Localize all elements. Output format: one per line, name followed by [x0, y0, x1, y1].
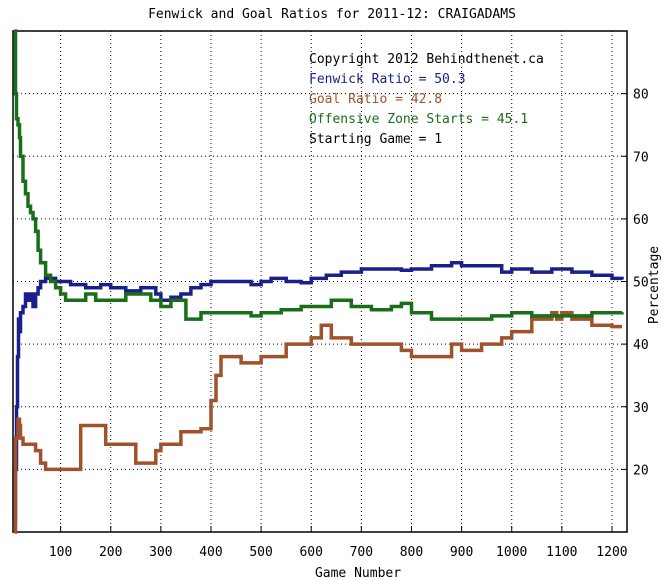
legend-entry: Offensive Zone Starts = 45.1	[309, 112, 528, 127]
series-line-fenwick-ratio	[13, 260, 624, 522]
y-tick-label: 70	[633, 150, 649, 165]
legend: Copyright 2012 Behindthenet.ca Fenwick Ra…	[309, 52, 544, 147]
y-tick-label: 20	[633, 463, 649, 478]
legend-entry: Fenwick Ratio = 50.3	[309, 72, 466, 87]
series-group	[13, 29, 624, 534]
x-tick-label: 1100	[546, 545, 577, 560]
y-axis-ticks: 20 30 40 50 60 70 80	[621, 88, 649, 478]
y-tick-label: 80	[633, 88, 649, 103]
plot-frame	[12, 30, 628, 533]
x-tick-label: 100	[49, 545, 72, 560]
x-tick-label: 1000	[496, 545, 527, 560]
x-tick-label: 500	[249, 545, 272, 560]
x-tick-label: 900	[450, 545, 473, 560]
y-tick-label: 60	[633, 213, 649, 228]
chart-title: Fenwick and Goal Ratios for 2011-12: CRA…	[148, 7, 516, 22]
legend-entry: Goal Ratio = 42.8	[309, 92, 442, 107]
x-tick-label: 600	[299, 545, 322, 560]
x-tick-label: 400	[199, 545, 222, 560]
x-tick-label: 800	[400, 545, 423, 560]
x-tick-label: 1200	[596, 545, 627, 560]
y-tick-label: 30	[633, 401, 649, 416]
legend-entry: Starting Game = 1	[309, 132, 442, 147]
series-line-goal-ratio	[13, 311, 622, 534]
y-tick-label: 50	[633, 276, 649, 291]
y-axis-label: Percentage	[647, 246, 662, 324]
series-line-offensive-zone-starts	[13, 29, 624, 321]
x-tick-label: 700	[350, 545, 373, 560]
y-tick-label: 40	[633, 338, 649, 353]
x-tick-label: 200	[99, 545, 122, 560]
x-tick-label: 300	[149, 545, 172, 560]
legend-entry: Copyright 2012 Behindthenet.ca	[309, 52, 544, 67]
x-axis-label: Game Number	[315, 566, 401, 580]
x-axis-ticks: 100 200 300 400 500 600 700 800 900 1000 1100 1200	[49, 526, 628, 560]
